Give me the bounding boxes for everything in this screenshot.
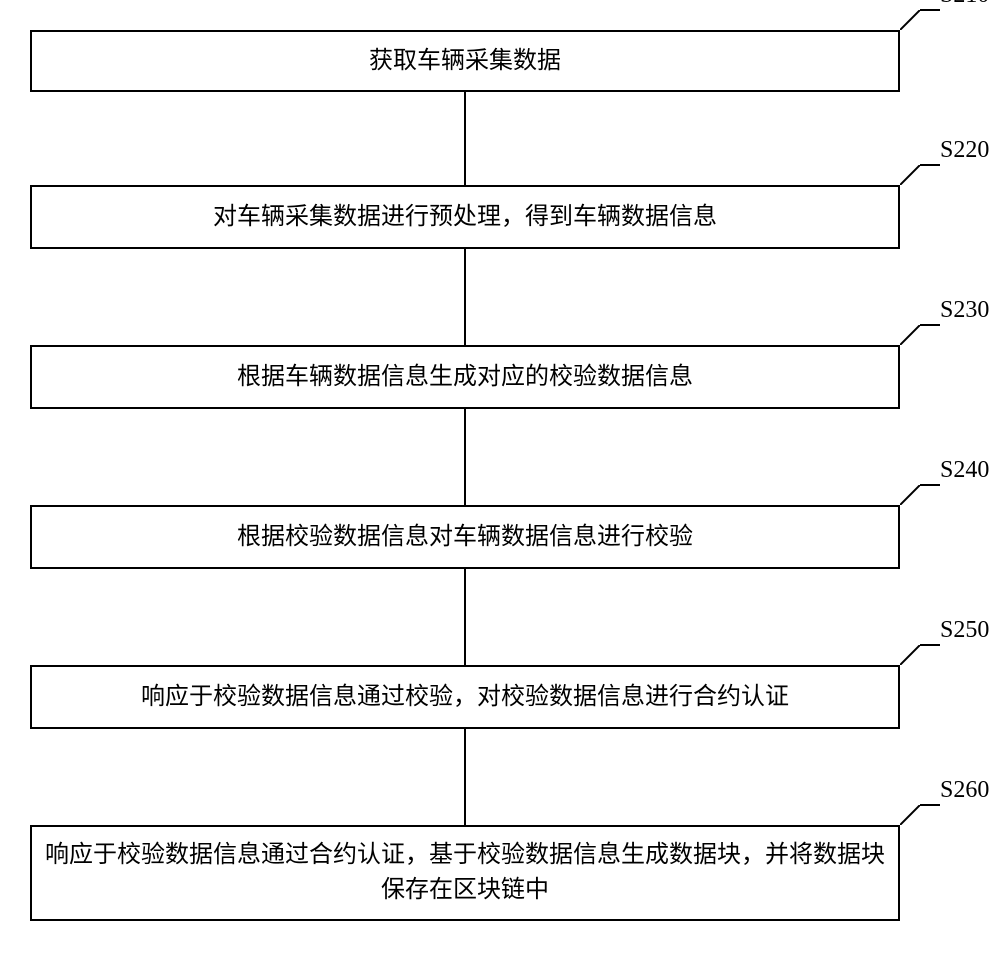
flow-connector	[464, 249, 466, 345]
flow-connector	[464, 92, 466, 185]
flow-step-label-s210: S210	[940, 0, 989, 9]
flow-step-s210: 获取车辆采集数据	[30, 30, 900, 92]
callout-line	[900, 165, 920, 185]
flow-connector	[464, 409, 466, 505]
callout-line	[900, 645, 920, 665]
callout-line	[900, 485, 920, 505]
callout-line	[900, 805, 920, 825]
flow-step-s230: 根据车辆数据信息生成对应的校验数据信息	[30, 345, 900, 409]
flow-step-s260: 响应于校验数据信息通过合约认证，基于校验数据信息生成数据块，并将数据块保存在区块…	[30, 825, 900, 921]
callout-line-h	[920, 484, 940, 486]
flowchart-canvas: 获取车辆采集数据 S210 对车辆采集数据进行预处理，得到车辆数据信息 S220 根据车…	[0, 0, 1000, 965]
flow-step-label-s240: S240	[940, 457, 989, 484]
flow-step-text: 响应于校验数据信息通过校验，对校验数据信息进行合约认证	[141, 680, 789, 715]
callout-line	[900, 325, 920, 345]
flow-step-label-s250: S250	[940, 617, 989, 644]
flow-step-text: 响应于校验数据信息通过合约认证，基于校验数据信息生成数据块，并将数据块保存在区块…	[44, 838, 886, 908]
flow-step-label-s230: S230	[940, 297, 989, 324]
flow-step-text: 对车辆采集数据进行预处理，得到车辆数据信息	[213, 200, 717, 235]
flow-step-s220: 对车辆采集数据进行预处理，得到车辆数据信息	[30, 185, 900, 249]
callout-line-h	[920, 324, 940, 326]
flow-step-label-s220: S220	[940, 137, 989, 164]
flow-step-text: 根据车辆数据信息生成对应的校验数据信息	[237, 360, 693, 395]
flow-connector	[464, 569, 466, 665]
flow-step-text: 根据校验数据信息对车辆数据信息进行校验	[237, 520, 693, 555]
flow-connector	[464, 729, 466, 825]
callout-line-h	[920, 164, 940, 166]
callout-line-h	[920, 644, 940, 646]
flow-step-label-s260: S260	[940, 777, 989, 804]
flow-step-text: 获取车辆采集数据	[369, 44, 561, 79]
callout-line-h	[920, 804, 940, 806]
flow-step-s250: 响应于校验数据信息通过校验，对校验数据信息进行合约认证	[30, 665, 900, 729]
callout-line	[900, 10, 920, 30]
flow-step-s240: 根据校验数据信息对车辆数据信息进行校验	[30, 505, 900, 569]
callout-line-h	[920, 9, 940, 11]
